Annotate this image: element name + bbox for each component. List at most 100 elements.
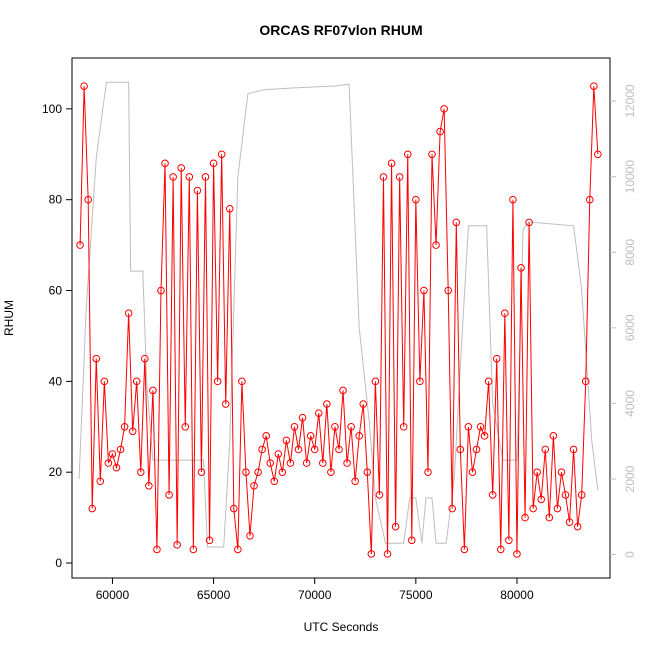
y2-tick-label: 10000 [623, 160, 637, 194]
data-point [347, 422, 355, 431]
series-line [79, 86, 599, 554]
y2-tick-label: 0 [623, 551, 637, 558]
data-point [225, 204, 234, 213]
data-point [282, 436, 291, 445]
data-point [561, 491, 570, 499]
data-point [181, 422, 190, 431]
data-point [221, 400, 230, 408]
y2-tick-label: 6000 [623, 314, 637, 341]
data-point [254, 468, 262, 476]
y2-tick-label: 8000 [623, 239, 637, 266]
data-point [403, 150, 412, 159]
data-point [525, 218, 533, 227]
data-point [145, 482, 153, 490]
data-point [100, 377, 109, 386]
data-point [302, 459, 311, 467]
data-point [298, 413, 307, 422]
data-point [432, 241, 440, 249]
data-point [234, 545, 242, 554]
data-point [549, 432, 558, 440]
data-point [590, 82, 598, 90]
data-point [436, 127, 444, 136]
data-point [513, 550, 521, 558]
data-point [124, 309, 133, 318]
data-point [96, 477, 105, 486]
data-point [533, 468, 541, 476]
data-point [153, 545, 161, 554]
data-point [464, 422, 473, 431]
data-point [509, 195, 517, 204]
data-point [565, 518, 574, 526]
data-point [480, 432, 489, 440]
x-tick-label: 70000 [298, 588, 332, 602]
data-point [594, 150, 602, 159]
data-point [452, 218, 461, 227]
data-point [444, 286, 452, 295]
data-point [456, 445, 465, 454]
x-tick-label: 75000 [399, 588, 433, 602]
data-point [351, 477, 359, 486]
data-point [581, 377, 590, 386]
data-point [278, 468, 287, 476]
data-point [355, 432, 364, 440]
data-point [149, 386, 157, 395]
data-point [541, 445, 550, 454]
data-point [327, 468, 335, 476]
data-point [412, 195, 420, 204]
data-point [201, 173, 210, 181]
data-point [238, 377, 246, 386]
data-point [262, 432, 270, 440]
data-point [165, 491, 173, 499]
y-axis-label: RHUM [2, 300, 16, 336]
data-point [157, 286, 165, 295]
data-point [274, 450, 283, 458]
data-point [76, 241, 84, 249]
data-point [472, 445, 481, 454]
data-point [545, 513, 554, 522]
y2-tick-label: 12000 [623, 84, 637, 118]
data-point [569, 445, 578, 454]
data-point [323, 400, 331, 408]
data-point [335, 445, 343, 454]
data-point [84, 195, 92, 204]
data-point [529, 504, 537, 513]
data-point [209, 159, 218, 168]
data-point [80, 82, 88, 90]
data-point [306, 432, 315, 440]
data-point [132, 377, 141, 386]
data-point [367, 550, 376, 558]
y-tick-label: 20 [49, 465, 63, 479]
chart-title: ORCAS RF07vlon RHUM [259, 22, 422, 38]
y-tick-label: 60 [49, 284, 63, 298]
data-point [250, 482, 258, 490]
data-point [359, 400, 368, 408]
data-point [375, 491, 384, 499]
data-point [517, 264, 525, 272]
y2-tick-label: 4000 [623, 390, 637, 417]
data-point [258, 445, 266, 454]
data-point [505, 536, 513, 545]
data-point [585, 195, 594, 204]
data-point [270, 477, 279, 486]
data-point [314, 409, 323, 417]
data-point [197, 468, 206, 476]
data-point [331, 422, 339, 431]
data-point [428, 150, 436, 159]
y-tick-label: 100 [42, 102, 62, 116]
data-point [371, 377, 380, 386]
y-tick-label: 0 [55, 556, 62, 570]
data-point [161, 159, 169, 168]
data-point [185, 173, 194, 181]
data-point [424, 468, 432, 476]
data-point [108, 450, 117, 458]
x-tick-label: 65000 [197, 588, 231, 602]
data-point [189, 545, 198, 554]
data-point [128, 427, 137, 436]
data-point [448, 504, 457, 513]
data-point [537, 495, 546, 504]
y-tick-label: 40 [49, 374, 63, 388]
data-point [460, 545, 469, 554]
data-point [488, 491, 497, 499]
